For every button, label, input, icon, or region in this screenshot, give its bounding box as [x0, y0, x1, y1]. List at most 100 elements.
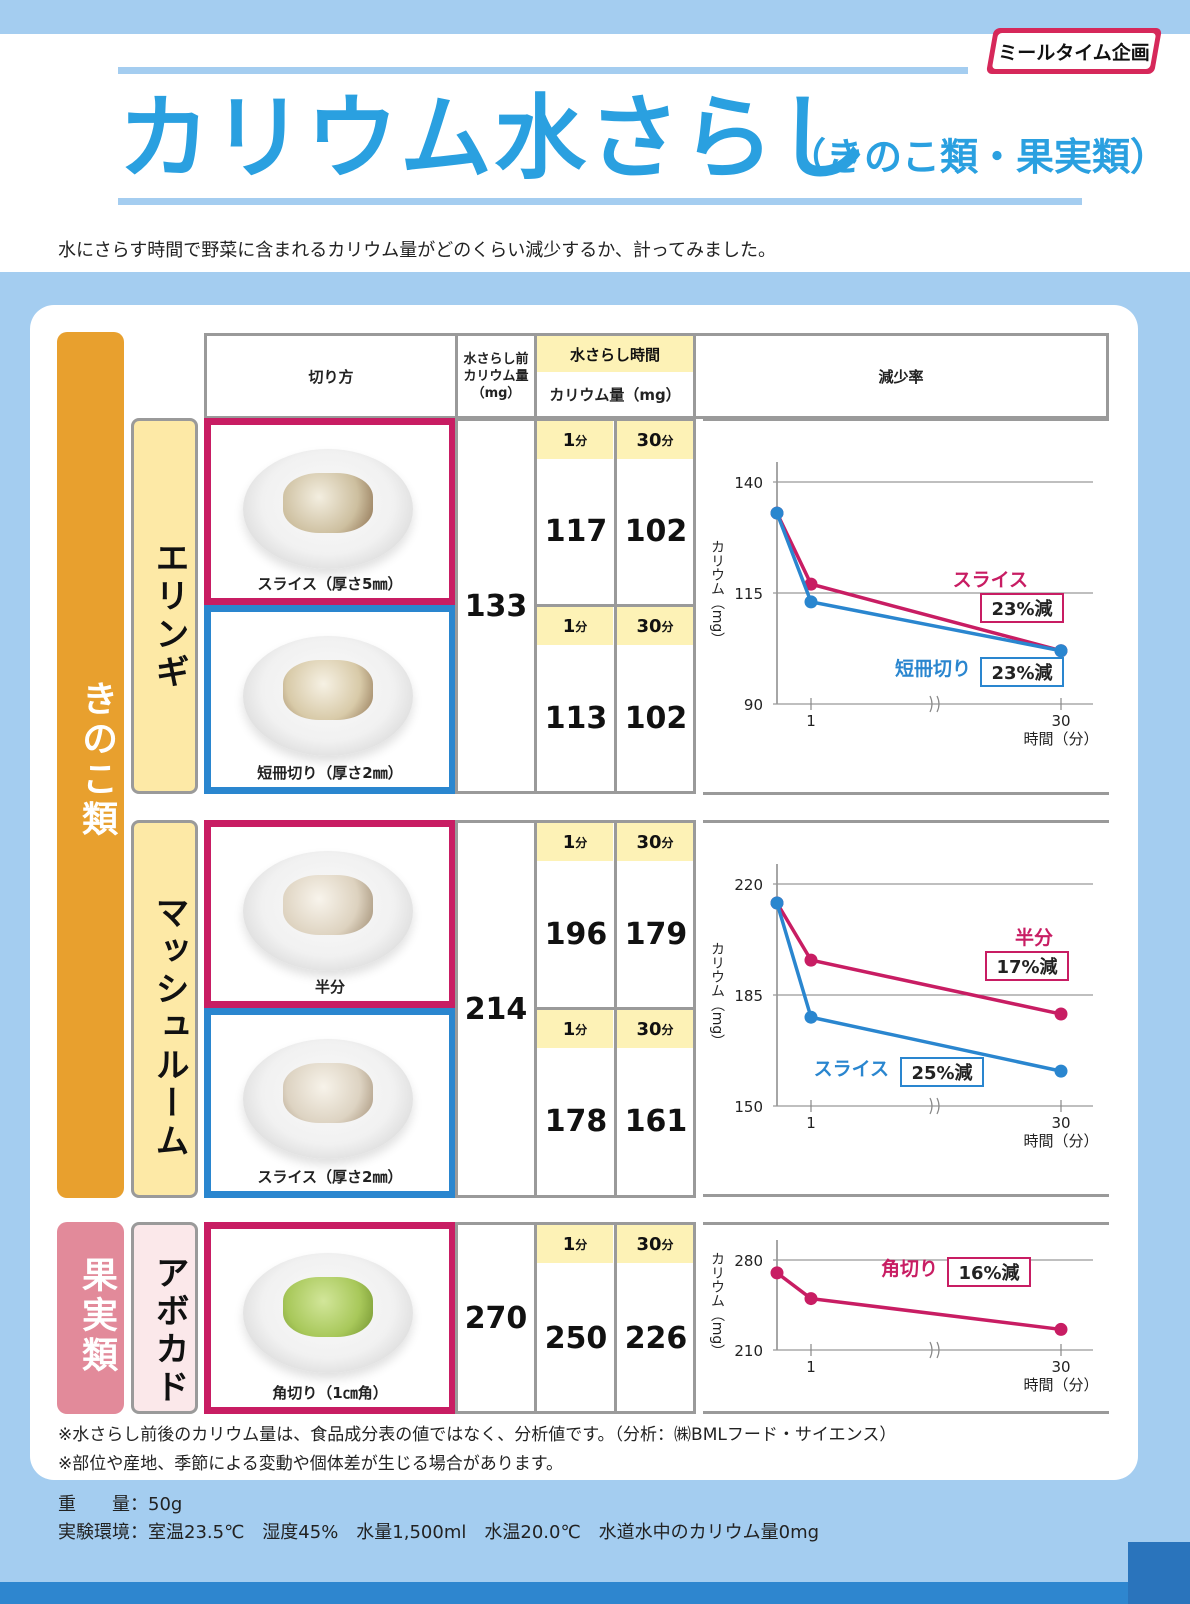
- photo-mushroom-slice: スライス（厚さ2㎜）: [204, 1008, 456, 1198]
- value-avocado-cube-30min: 226: [624, 1320, 688, 1356]
- series-point: [1054, 1322, 1068, 1336]
- reduction-label: 17%減: [996, 956, 1057, 978]
- top-band: [0, 0, 1190, 34]
- header-before: 水さらし前 カリウム量 （mg）: [455, 333, 537, 419]
- axis-break: [936, 695, 940, 713]
- series-name-label: 半分: [1015, 926, 1053, 949]
- series-point: [1054, 1064, 1068, 1078]
- series-name-label: スライス: [953, 569, 1028, 591]
- bottom-strip: [0, 1582, 1190, 1604]
- food-avocado-label: アボカド: [149, 1255, 189, 1407]
- food-mushroom-name: [131, 820, 198, 1198]
- y-tick-label: 150: [734, 1098, 763, 1116]
- series-point: [804, 577, 818, 591]
- value-eringi-slice-30min: 102: [624, 513, 688, 549]
- category-mushroom-label: きのこ類: [76, 680, 117, 840]
- note-1: ※水さらし前後のカリウム量は、食品成分表の値ではなく、分析値です。（分析：㈱BM…: [58, 1425, 897, 1445]
- category-fruit-bar: [57, 1222, 124, 1414]
- value-mushroom-slice-1min: 178: [544, 1104, 608, 1139]
- intro-text: 水にさらす時間で野菜に含まれるカリウム量がどのくらい減少するか、計ってみました。: [58, 240, 777, 261]
- value-mushroom-slice-30min: 161: [624, 1104, 688, 1139]
- axis-break: [929, 1097, 933, 1115]
- series-point: [804, 953, 818, 967]
- x-tick-label: 1: [806, 1358, 816, 1376]
- value-mushroom-half-1min: 196: [544, 916, 608, 952]
- header-potassium-label: カリウム量（mg）: [549, 385, 681, 404]
- category-mushroom-bar: [57, 332, 124, 1198]
- title-rule-bottom: [118, 198, 1082, 205]
- y-tick-label: 115: [734, 585, 763, 603]
- axis-break: [929, 1341, 933, 1359]
- title-rule-top: [118, 67, 968, 74]
- reduction-label: 23%減: [991, 598, 1052, 620]
- brand-logo-text: ミールタイム企画: [998, 42, 1150, 64]
- value-avocado-cube-1min: 250: [544, 1320, 608, 1356]
- photo-eringi-slice: スライス（厚さ5㎜）: [204, 418, 456, 605]
- axis-break: [936, 1097, 940, 1115]
- caption-mushroom-half: 半分: [314, 978, 345, 996]
- value-eringi-strip-1min: 113: [544, 700, 608, 736]
- series-point: [770, 506, 784, 520]
- photo-avocado-cube: 角切り（1㎝角）: [204, 1222, 456, 1414]
- caption-mushroom-slice: スライス（厚さ2㎜）: [257, 1168, 403, 1186]
- value-mushroom-half-30min: 179: [624, 916, 688, 952]
- y-tick-label: 210: [734, 1342, 763, 1360]
- series-point: [1054, 644, 1068, 658]
- value-eringi-strip-30min: 102: [624, 700, 688, 736]
- page-subtitle: （きのこ類・果実類）: [788, 135, 1169, 179]
- food-avocado-name: [131, 1222, 198, 1414]
- x-tick-label: 1: [806, 1114, 816, 1132]
- before-avocado: 270: [455, 1222, 537, 1414]
- reduction-label: 23%減: [991, 662, 1052, 684]
- series-name-label: スライス: [814, 1058, 889, 1080]
- x-axis-label: 時間（分）: [1023, 730, 1098, 748]
- header-cut: 切り方: [204, 333, 458, 419]
- food-eringi-label: エリンギ: [149, 540, 189, 692]
- reduction-box: [947, 1257, 1031, 1287]
- x-axis-label: 時間（分）: [1023, 1132, 1098, 1150]
- series-point: [770, 896, 784, 910]
- y-tick-label: 280: [734, 1252, 763, 1270]
- series-point: [770, 1266, 784, 1280]
- series-name-label: 短冊切り: [895, 657, 971, 680]
- footer-weight: 重 量：50g: [58, 1494, 183, 1515]
- reduction-label: 25%減: [911, 1062, 972, 1084]
- photo-mushroom-half: 半分: [204, 820, 456, 1008]
- y-axis-label: カリウム（mg）: [709, 942, 725, 1049]
- value-eringi-slice-1min: 117: [544, 513, 608, 549]
- before-mushroom: 214: [455, 820, 537, 1198]
- reduction-label: 16%減: [958, 1262, 1019, 1284]
- series-point: [1054, 1007, 1068, 1021]
- series-name-label: 角切り: [881, 1257, 938, 1280]
- page-title: カリウム水さらし: [118, 85, 871, 192]
- caption-eringi-strip: 短冊切り（厚さ2㎜）: [257, 764, 403, 782]
- reduction-box: [985, 951, 1069, 981]
- header-reduction: 減少率: [693, 333, 1109, 419]
- before-eringi: 133: [455, 418, 537, 794]
- category-fruit-label: 果実類: [76, 1256, 117, 1376]
- food-eringi-name: [131, 418, 198, 794]
- caption-eringi-slice: スライス（厚さ5㎜）: [257, 575, 403, 593]
- x-tick-label: 30: [1051, 1358, 1070, 1376]
- y-tick-label: 220: [734, 876, 763, 894]
- series-point: [804, 595, 818, 609]
- caption-avocado-cube: 角切り（1㎝角）: [272, 1384, 388, 1402]
- photo-eringi-strip: 短冊切り（厚さ2㎜）: [204, 605, 456, 794]
- x-axis-label: 時間（分）: [1023, 1376, 1098, 1394]
- footer-environment: 実験環境：室温23.5℃ 湿度45% 水量1,500ml 水温20.0℃ 水道水…: [58, 1522, 820, 1543]
- axis-break: [929, 695, 933, 713]
- header-time: 水さらし時間 カリウム量（mg）: [534, 333, 696, 419]
- y-axis-label: カリウム（mg）: [709, 1252, 725, 1359]
- series-point: [804, 1010, 818, 1024]
- food-mushroom-label: マッシュルーム: [149, 895, 189, 1161]
- x-tick-label: 30: [1051, 712, 1070, 730]
- y-axis-label: カリウム（mg）: [709, 540, 725, 647]
- y-tick-label: 140: [734, 474, 763, 492]
- y-tick-label: 90: [744, 696, 763, 714]
- note-2: ※部位や産地、季節による変動や個体差が生じる場合があります。: [58, 1454, 564, 1474]
